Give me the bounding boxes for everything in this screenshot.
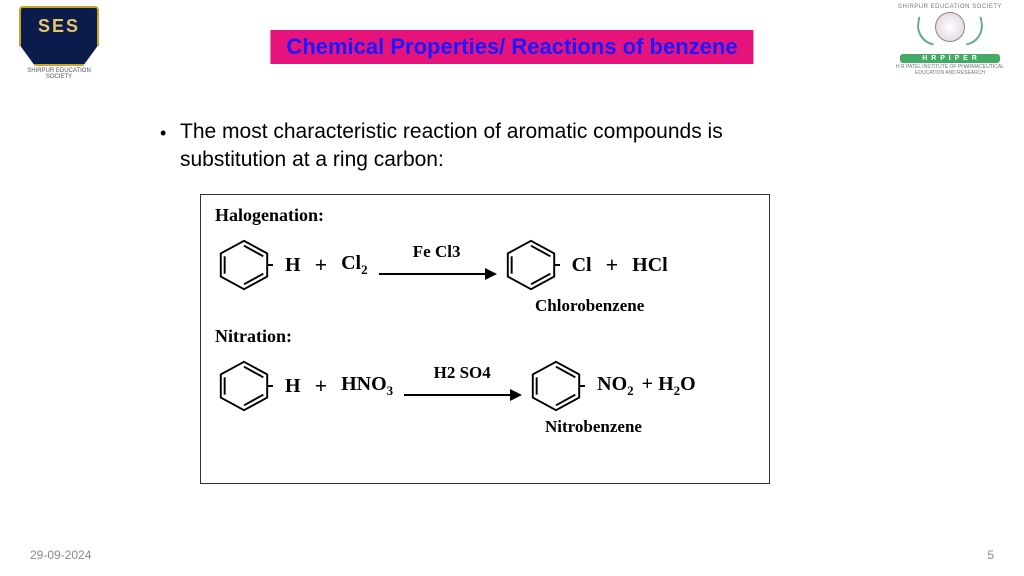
logo-right-ribbon: H R P I P E R [900, 54, 1000, 63]
shield-bottom [19, 44, 99, 66]
plus-icon: + [596, 252, 629, 278]
reaction-arrow-2: H2 SO4 [397, 361, 527, 411]
left-substituent-1: H [281, 254, 305, 277]
rxn-row-halogenation: H + Cl2 Fe Cl3 Cl + HCl Chlorobenzene [215, 230, 755, 300]
reaction-box: Halogenation: H + Cl2 Fe Cl3 Cl + HCl [200, 194, 770, 484]
benzene-icon [502, 237, 560, 293]
benzene-icon [215, 358, 273, 414]
byproduct-1: HCl [628, 254, 672, 277]
plus-icon: + [305, 373, 338, 399]
benzene-icon [527, 358, 585, 414]
benzene-icon [215, 237, 273, 293]
left-substituent-2: H [281, 375, 305, 398]
logo-left-monogram: SES [19, 6, 99, 46]
footer-page: 5 [987, 548, 994, 562]
crest-icon [920, 12, 980, 52]
right-sub-2-sub: 2 [627, 383, 634, 398]
bullet-text: • The most characteristic reaction of ar… [180, 118, 820, 175]
reagent-2: HNO3 [337, 373, 397, 399]
arrow-icon [402, 386, 522, 404]
byproduct-2-pre: + H [642, 373, 674, 395]
slide-root: { "colors": { "title_bg": "#e6137c", "ti… [0, 0, 1024, 576]
reagent-1-base: Cl [341, 252, 361, 274]
footer-date: 29-09-2024 [30, 548, 91, 562]
bullet-content: The most characteristic reaction of arom… [180, 120, 723, 171]
plus-icon: + [305, 252, 338, 278]
catalyst-2: H2 SO4 [397, 363, 527, 383]
logo-left: SES SHIRPUR EDUCATION SOCIETY [14, 6, 104, 80]
product-label-1: Chlorobenzene [535, 296, 644, 316]
bullet-icon: • [160, 121, 166, 145]
reagent-1: Cl2 [337, 252, 372, 278]
right-substituent-1: Cl [568, 254, 596, 277]
benzene-right-2 [527, 358, 585, 414]
benzene-left-2 [215, 358, 273, 414]
catalyst-1: Fe Cl3 [372, 242, 502, 262]
right-sub-2-base: NO [597, 373, 627, 395]
catalyst-1-sub: 3 [452, 242, 461, 261]
catalyst-1-base: Fe Cl [413, 242, 452, 261]
benzene-right-1 [502, 237, 560, 293]
product-label-2: Nitrobenzene [545, 417, 642, 437]
logo-right-arc: SHIRPUR EDUCATION SOCIETY [890, 4, 1010, 10]
reaction-arrow-1: Fe Cl3 [372, 240, 502, 290]
rxn-heading-nitration: Nitration: [215, 326, 755, 347]
reagent-2-base: HNO [341, 373, 387, 395]
reagent-2-sub: 3 [387, 383, 394, 398]
reagent-1-sub: 2 [361, 262, 368, 277]
logo-right: SHIRPUR EDUCATION SOCIETY H R P I P E R … [890, 4, 1010, 76]
logo-left-banner: SHIRPUR EDUCATION SOCIETY [14, 68, 104, 80]
byproduct-2: + H2O [638, 373, 700, 399]
shield-icon: SES [19, 6, 99, 66]
right-substituent-2: NO2 [593, 373, 638, 399]
logo-right-sub: H R PATEL INSTITUTE OF PHARMACEUTICAL ED… [890, 65, 1010, 76]
rxn-heading-halogenation: Halogenation: [215, 205, 755, 226]
benzene-left-1 [215, 237, 273, 293]
rxn-row-nitration: H + HNO3 H2 SO4 NO2 + H2O Nitrobenzene [215, 351, 755, 421]
arrow-icon [377, 265, 497, 283]
slide-title: Chemical Properties/ Reactions of benzen… [270, 30, 753, 64]
byproduct-2-post: O [680, 373, 696, 395]
